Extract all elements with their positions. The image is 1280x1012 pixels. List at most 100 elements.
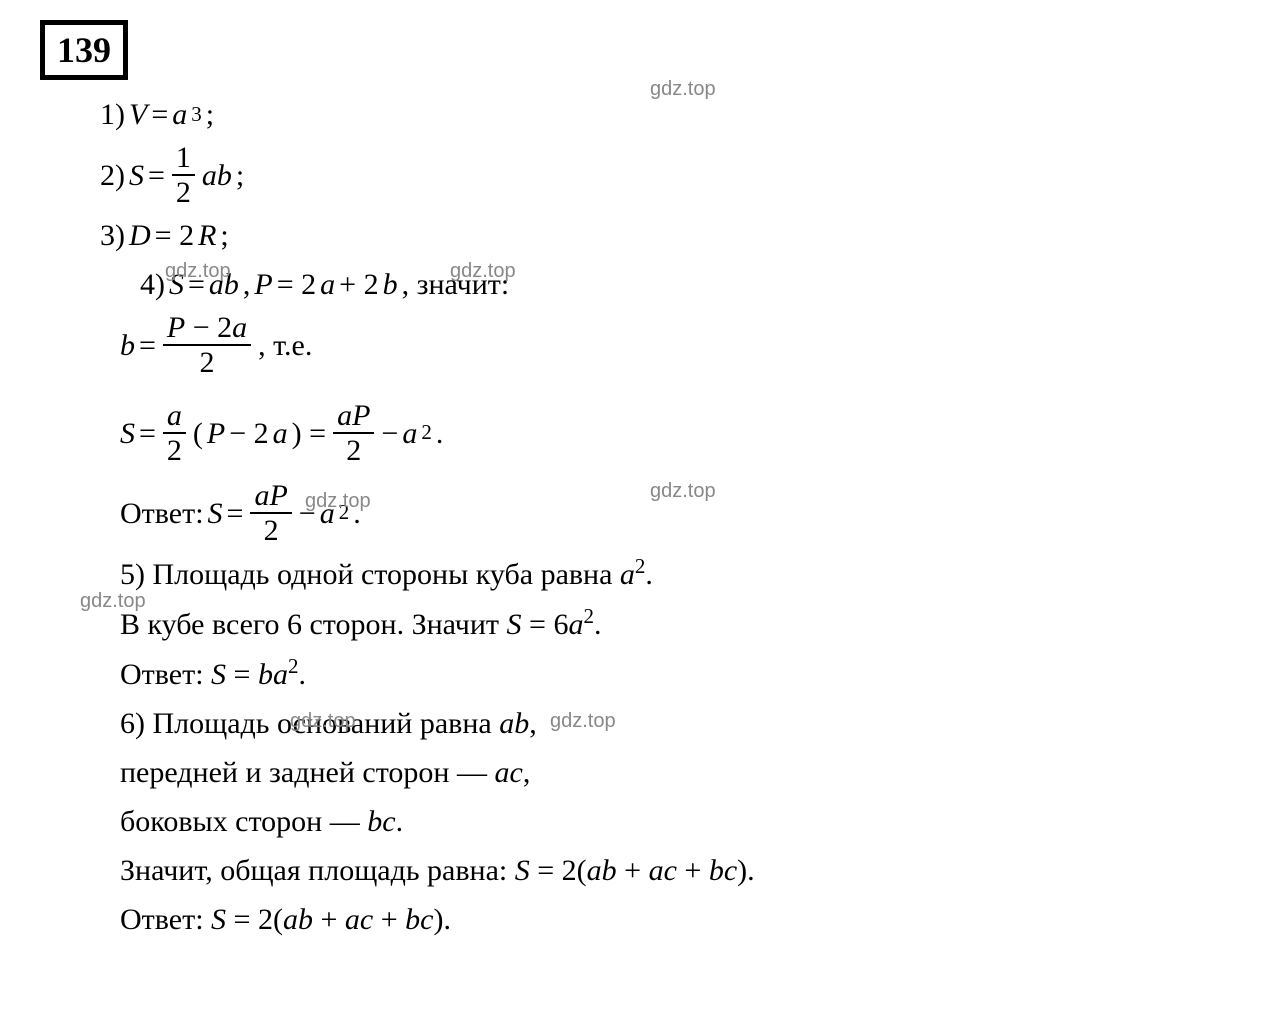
text: + xyxy=(313,903,345,936)
text: = xyxy=(226,658,258,691)
var-ac: ac xyxy=(649,854,677,887)
text: = xyxy=(227,491,244,536)
sup: 3 xyxy=(191,99,202,131)
text: 2) xyxy=(100,153,125,198)
text: − xyxy=(381,411,398,456)
text: ; xyxy=(236,153,244,198)
text: . xyxy=(396,805,404,838)
text: , значит: xyxy=(402,262,510,307)
text: Ответ: xyxy=(120,491,204,536)
numerator: 1 xyxy=(172,141,195,176)
var-ab: ab xyxy=(209,262,239,307)
text: = xyxy=(139,411,156,456)
text-line-14: Значит, общая площадь равна: S = 2(ab + … xyxy=(120,848,1250,893)
text: = 2 xyxy=(277,262,316,307)
var-b: b xyxy=(383,262,398,307)
numerator: a xyxy=(163,399,186,434)
text: + xyxy=(677,854,709,887)
text: 5) Площадь одной стороны куба равна xyxy=(120,558,620,591)
var-a: a xyxy=(232,311,247,344)
var-ab: ab xyxy=(587,854,617,887)
problem-number: 139 xyxy=(40,20,128,80)
text: = 2 xyxy=(155,213,194,258)
var-V: V xyxy=(129,92,147,137)
text-line-11: 6) Площадь оснований равна ab, xyxy=(120,701,1250,746)
var-S: S xyxy=(208,491,223,536)
var-S: S xyxy=(211,658,226,691)
text: − 2 xyxy=(185,311,232,344)
var-b: b xyxy=(120,323,135,368)
var-a: a xyxy=(620,558,635,591)
text: − xyxy=(299,491,316,536)
text: ( xyxy=(193,411,203,456)
sup: 2 xyxy=(635,554,646,578)
equation-line-3: 3) D = 2 R; xyxy=(100,213,1250,258)
var-ac: ac xyxy=(494,756,522,789)
text: В кубе всего 6 сторон. Значит xyxy=(120,608,507,641)
var-ab: ab xyxy=(283,903,313,936)
var-P: P xyxy=(167,311,185,344)
var-bc: bc xyxy=(367,805,395,838)
var-bc: bc xyxy=(709,854,737,887)
text: , т.е. xyxy=(258,323,312,368)
var-R: R xyxy=(198,213,216,258)
text: . xyxy=(298,658,306,691)
denominator: 2 xyxy=(333,434,374,467)
denominator: 2 xyxy=(250,514,291,547)
fraction: aP 2 xyxy=(333,399,374,467)
equation-line-1: 1) V = a3; xyxy=(100,92,1250,137)
var-S: S xyxy=(211,903,226,936)
text: = xyxy=(188,262,205,307)
answer-line-6: Ответ: S = 2(ab + ac + bc). xyxy=(120,897,1250,942)
sup: 2 xyxy=(583,604,594,628)
var-S: S xyxy=(129,153,144,198)
equation-line-5: b = P − 2a 2 , т.е. xyxy=(120,311,1250,379)
text: = xyxy=(148,153,165,198)
denominator: 2 xyxy=(163,434,186,467)
text: = xyxy=(139,323,156,368)
sup: 2 xyxy=(339,497,350,529)
var-a: a xyxy=(568,608,583,641)
text: Значит, общая площадь равна: xyxy=(120,854,515,887)
text: передней и задней сторон — xyxy=(120,756,494,789)
fraction: 1 2 xyxy=(172,141,195,209)
var-a: a xyxy=(337,399,352,432)
var-S: S xyxy=(515,854,530,887)
sup: 2 xyxy=(421,417,432,449)
text: , xyxy=(243,262,251,307)
denominator: 2 xyxy=(172,176,195,209)
var-a: a xyxy=(402,411,417,456)
text: боковых сторон — xyxy=(120,805,367,838)
var-bc: bc xyxy=(405,903,433,936)
text: = 6 xyxy=(522,608,569,641)
var-a: a xyxy=(254,479,269,512)
text: + xyxy=(617,854,649,887)
text: ). xyxy=(737,854,755,887)
equation-line-6: S = a 2 (P − 2a) = aP 2 − a2. xyxy=(120,399,1250,467)
text: . xyxy=(645,558,653,591)
equation-line-2: 2) S = 1 2 ab ; xyxy=(100,141,1250,209)
var-a: a xyxy=(320,491,335,536)
text-line-13: боковых сторон — bc. xyxy=(120,799,1250,844)
text: = xyxy=(151,92,168,137)
var-a: a xyxy=(273,411,288,456)
fraction: a 2 xyxy=(163,399,186,467)
text: = 2( xyxy=(530,854,587,887)
text: , xyxy=(529,707,537,740)
text: ) = xyxy=(292,411,326,456)
var-S: S xyxy=(169,262,184,307)
text: Ответ: xyxy=(120,658,211,691)
var-a: a xyxy=(172,92,187,137)
var-a: a xyxy=(320,262,335,307)
text-line-12: передней и задней сторон — ac, xyxy=(120,750,1250,795)
text: − 2 xyxy=(229,411,268,456)
var-S: S xyxy=(120,411,135,456)
fraction: P − 2a 2 xyxy=(163,311,251,379)
text: . xyxy=(353,491,361,536)
text: + 2 xyxy=(339,262,378,307)
text: . xyxy=(594,608,602,641)
var-a: a xyxy=(273,658,288,691)
text: + xyxy=(373,903,405,936)
var-S: S xyxy=(507,608,522,641)
answer-line-4: Ответ: S = aP 2 − a2. xyxy=(120,479,1250,547)
